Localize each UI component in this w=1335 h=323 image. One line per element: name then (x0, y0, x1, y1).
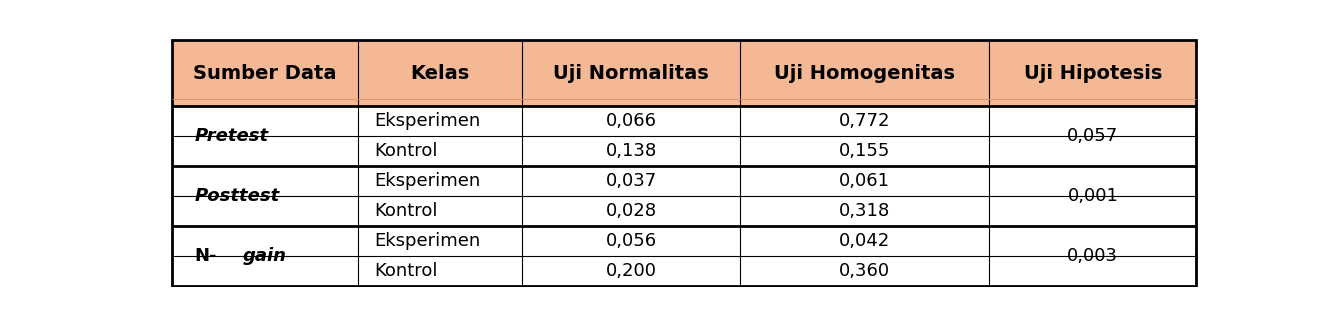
Bar (989, 256, 1196, 286)
Bar (358, 226, 522, 256)
Text: 0,066: 0,066 (606, 112, 657, 130)
Bar (740, 226, 989, 256)
Bar (358, 196, 522, 226)
Bar (989, 196, 1196, 226)
Bar (740, 136, 989, 166)
Text: 0,318: 0,318 (838, 202, 890, 220)
Bar (358, 136, 522, 166)
Text: 0,360: 0,360 (840, 262, 890, 280)
Bar (172, 136, 358, 166)
Bar (172, 40, 358, 107)
Bar (172, 166, 358, 196)
Text: Posttest: Posttest (195, 187, 279, 205)
Text: Kontrol: Kontrol (374, 262, 438, 280)
Text: Kontrol: Kontrol (374, 142, 438, 161)
Bar (989, 107, 1196, 136)
Text: 0,001: 0,001 (1068, 187, 1119, 205)
Text: N-: N- (195, 247, 216, 265)
Bar (172, 196, 358, 226)
Text: Uji Hipotesis: Uji Hipotesis (1024, 64, 1161, 83)
Text: 0,061: 0,061 (840, 172, 890, 190)
Text: 0,056: 0,056 (606, 232, 657, 250)
Bar (522, 226, 740, 256)
Bar (358, 40, 522, 107)
Bar (989, 226, 1196, 256)
Text: Uji Homogenitas: Uji Homogenitas (774, 64, 955, 83)
Bar (989, 40, 1196, 107)
Bar (740, 196, 989, 226)
Bar (358, 256, 522, 286)
Bar (740, 256, 989, 286)
Text: gain: gain (243, 247, 287, 265)
Text: 0,772: 0,772 (838, 112, 890, 130)
Bar (989, 136, 1196, 166)
Bar (172, 107, 358, 136)
Bar (358, 107, 522, 136)
Text: Pretest: Pretest (195, 128, 268, 145)
Text: Uji Normalitas: Uji Normalitas (553, 64, 709, 83)
Text: Eksperimen: Eksperimen (374, 172, 481, 190)
Text: 0,155: 0,155 (838, 142, 890, 161)
Text: Kelas: Kelas (410, 64, 470, 83)
Text: 0,003: 0,003 (1068, 247, 1119, 265)
Bar (358, 166, 522, 196)
Bar (989, 166, 1196, 196)
Bar (740, 107, 989, 136)
Text: Eksperimen: Eksperimen (374, 112, 481, 130)
Bar (740, 40, 989, 107)
Text: 0,037: 0,037 (606, 172, 657, 190)
Text: Kontrol: Kontrol (374, 202, 438, 220)
Text: 0,028: 0,028 (606, 202, 657, 220)
Text: 0,138: 0,138 (606, 142, 657, 161)
Text: Sumber Data: Sumber Data (194, 64, 336, 83)
Text: 0,200: 0,200 (606, 262, 657, 280)
Text: 0,057: 0,057 (1067, 128, 1119, 145)
Bar (172, 226, 358, 256)
Text: Eksperimen: Eksperimen (374, 232, 481, 250)
Bar (172, 256, 358, 286)
Bar (522, 40, 740, 107)
Bar (740, 166, 989, 196)
Bar (522, 196, 740, 226)
Text: 0,042: 0,042 (838, 232, 890, 250)
Bar (522, 107, 740, 136)
Bar (522, 136, 740, 166)
Bar (522, 166, 740, 196)
Bar (522, 256, 740, 286)
